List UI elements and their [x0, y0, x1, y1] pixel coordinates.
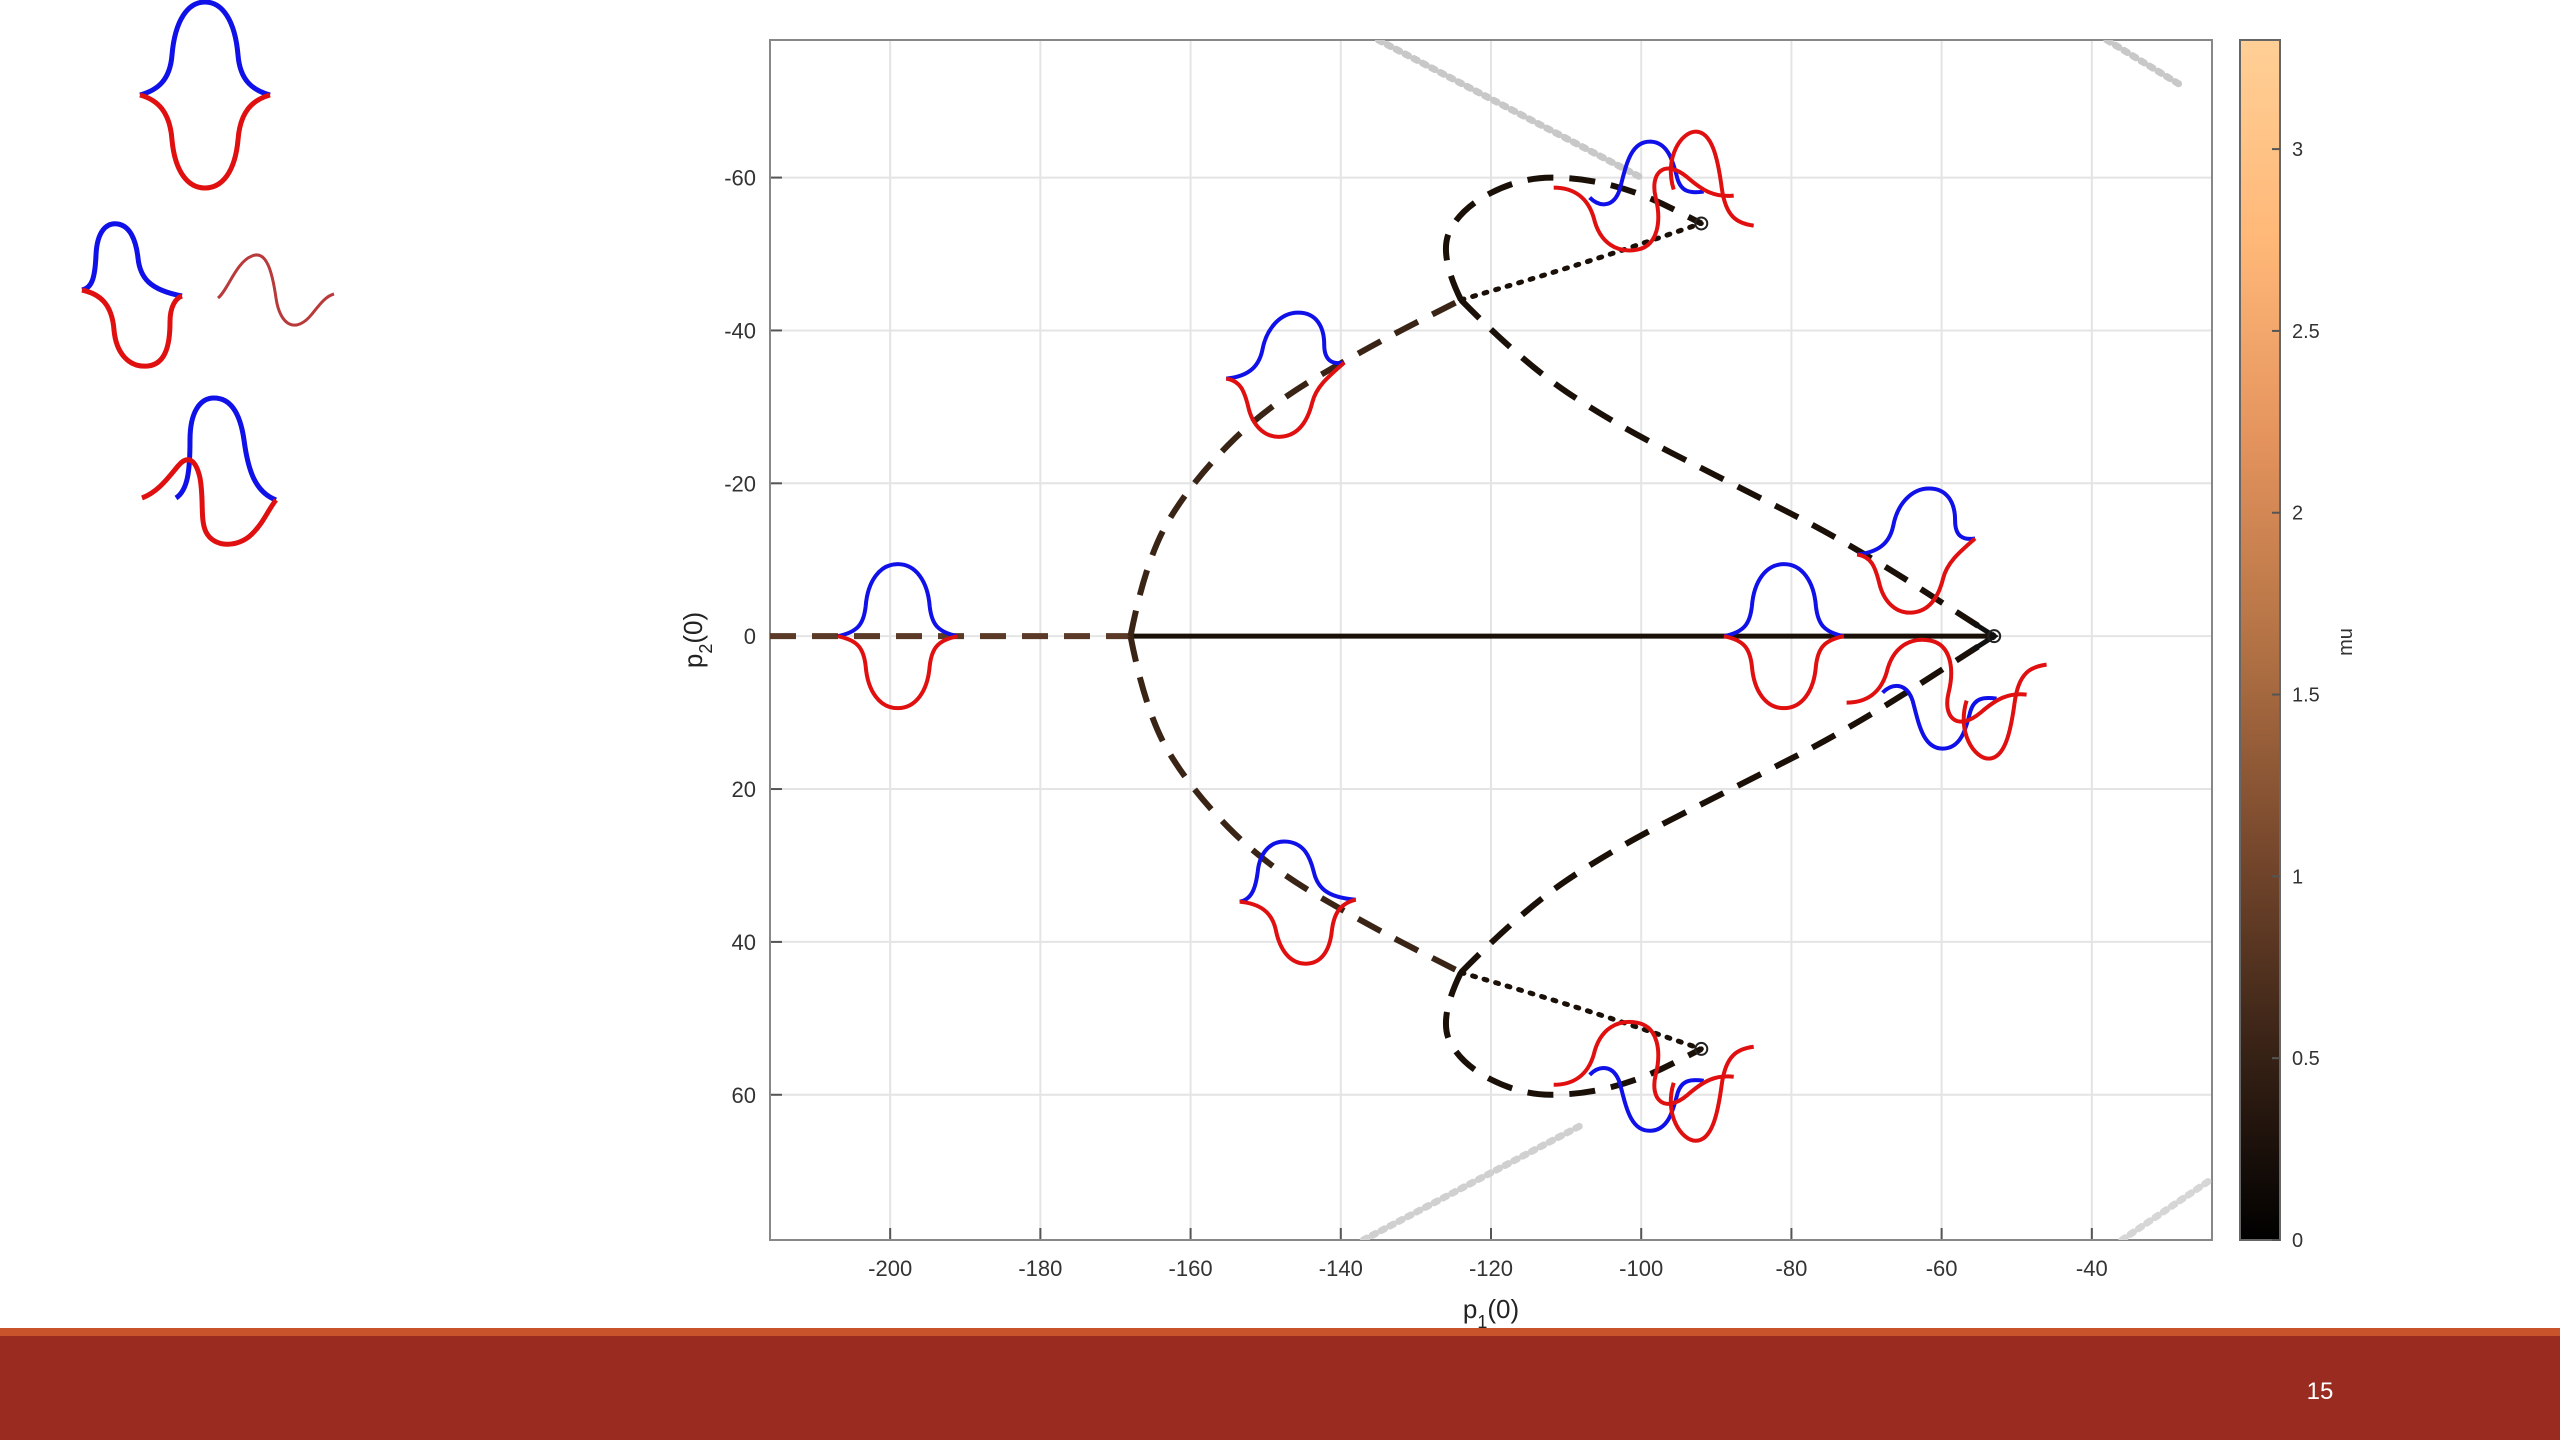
colorbar-tick-label: 3 — [2292, 139, 2303, 161]
series-line-3 — [1127, 635, 1463, 976]
colorbar-tick-label: 1 — [2292, 866, 2303, 888]
side-shape-illustrations — [81, 0, 335, 547]
x-axis-label: p1(0) — [1463, 1294, 1519, 1330]
y-tick-label: 0 — [744, 624, 756, 649]
shape-inset — [837, 562, 959, 711]
shape-inset-curve — [1553, 166, 1734, 253]
colorbar-tick-label: 2.5 — [2292, 321, 2320, 343]
trajectory-chart: -200 -180 -160 -140 -120 -100 -80 -60 -40-60-40-… — [678, 39, 2357, 1330]
x-tick-label: -100 — [1619, 1256, 1663, 1281]
shape-inset-curve — [1723, 562, 1845, 639]
colorbar-tick-label: 2 — [2292, 503, 2303, 525]
shape-inset — [1846, 637, 2047, 761]
x-tick-label: -200 — [868, 1256, 912, 1281]
shape-inset-curve — [1668, 129, 1754, 228]
shape-inset-curve — [1881, 684, 1997, 751]
shape-inset — [1553, 129, 1754, 253]
series-line-5 — [1458, 633, 1996, 975]
shape-inset-curve — [1239, 839, 1356, 904]
colorbar-tick-label: 0.5 — [2292, 1048, 2320, 1070]
shape-inset-curve — [1723, 634, 1845, 711]
y-tick-label: 60 — [732, 1083, 756, 1108]
x-tick-label: -40 — [2076, 1256, 2108, 1281]
shape-inset-curve — [1668, 1044, 1754, 1143]
side-shape-wave — [141, 395, 278, 547]
shape-inset-curve — [1588, 1066, 1704, 1133]
page-number: 15 — [2306, 1378, 2334, 1405]
x-tick-label: -180 — [1018, 1256, 1062, 1281]
colorbar-tick-label: 0 — [2292, 1230, 2303, 1252]
side-shape-tilted — [81, 221, 335, 369]
end-marker — [1694, 1041, 1709, 1056]
shape-inset — [1553, 1019, 1754, 1143]
shape-inset-curve — [837, 634, 959, 711]
y-tick-label: -20 — [724, 471, 756, 496]
y-axis-label: p2(0) — [678, 612, 716, 668]
colorbar-tick-label: 1.5 — [2292, 685, 2320, 707]
shape-inset-curve — [1588, 139, 1704, 207]
shape-inset-curve — [1856, 536, 1977, 615]
shape-inset-curve — [1961, 662, 2047, 761]
shape-inset — [1856, 486, 1977, 615]
colorbar — [2239, 39, 2281, 1241]
plot-frame — [769, 39, 2213, 1241]
series-line-12 — [1359, 1121, 1585, 1240]
shape-inset — [1239, 839, 1357, 966]
shape-inset-curve — [837, 562, 959, 639]
end-marker — [1987, 629, 2002, 644]
end-marker — [1694, 216, 1709, 231]
series-line-2 — [1127, 297, 1463, 637]
series-line-10 — [1374, 40, 1645, 182]
series-line-13 — [2118, 1175, 2212, 1240]
arrow-head — [1970, 620, 1999, 653]
footer-stripe — [0, 1328, 2560, 1338]
series-line-11 — [2103, 40, 2186, 90]
x-tick-label: -60 — [1926, 1256, 1958, 1281]
shape-inset — [1723, 562, 1845, 711]
shape-inset-curve — [1225, 361, 1346, 439]
shape-inset-curve — [1239, 897, 1357, 966]
y-tick-label: 40 — [732, 930, 756, 955]
y-tick-label: -40 — [724, 318, 756, 343]
series-line-7 — [1442, 971, 1703, 1098]
y-tick-label: 20 — [732, 777, 756, 802]
x-tick-label: -80 — [1776, 1256, 1808, 1281]
y-tick-label: -60 — [724, 166, 756, 191]
x-tick-label: -160 — [1169, 1256, 1213, 1281]
colorbar-label: mu — [2335, 628, 2357, 656]
series-line-6 — [1442, 174, 1703, 302]
shape-inset-curve — [1553, 1019, 1734, 1106]
shape-insets-group — [837, 129, 2047, 1143]
shape-inset-curve — [1856, 486, 1976, 557]
shape-inset — [1225, 310, 1346, 439]
side-shape-symmetric — [139, 0, 271, 191]
x-tick-label: -120 — [1469, 1256, 1513, 1281]
shape-inset-curve — [1846, 637, 2027, 724]
shape-inset-curve — [1225, 310, 1345, 381]
footer-bar — [0, 1336, 2560, 1440]
series-line-4 — [1458, 297, 1996, 639]
x-tick-label: -140 — [1319, 1256, 1363, 1281]
